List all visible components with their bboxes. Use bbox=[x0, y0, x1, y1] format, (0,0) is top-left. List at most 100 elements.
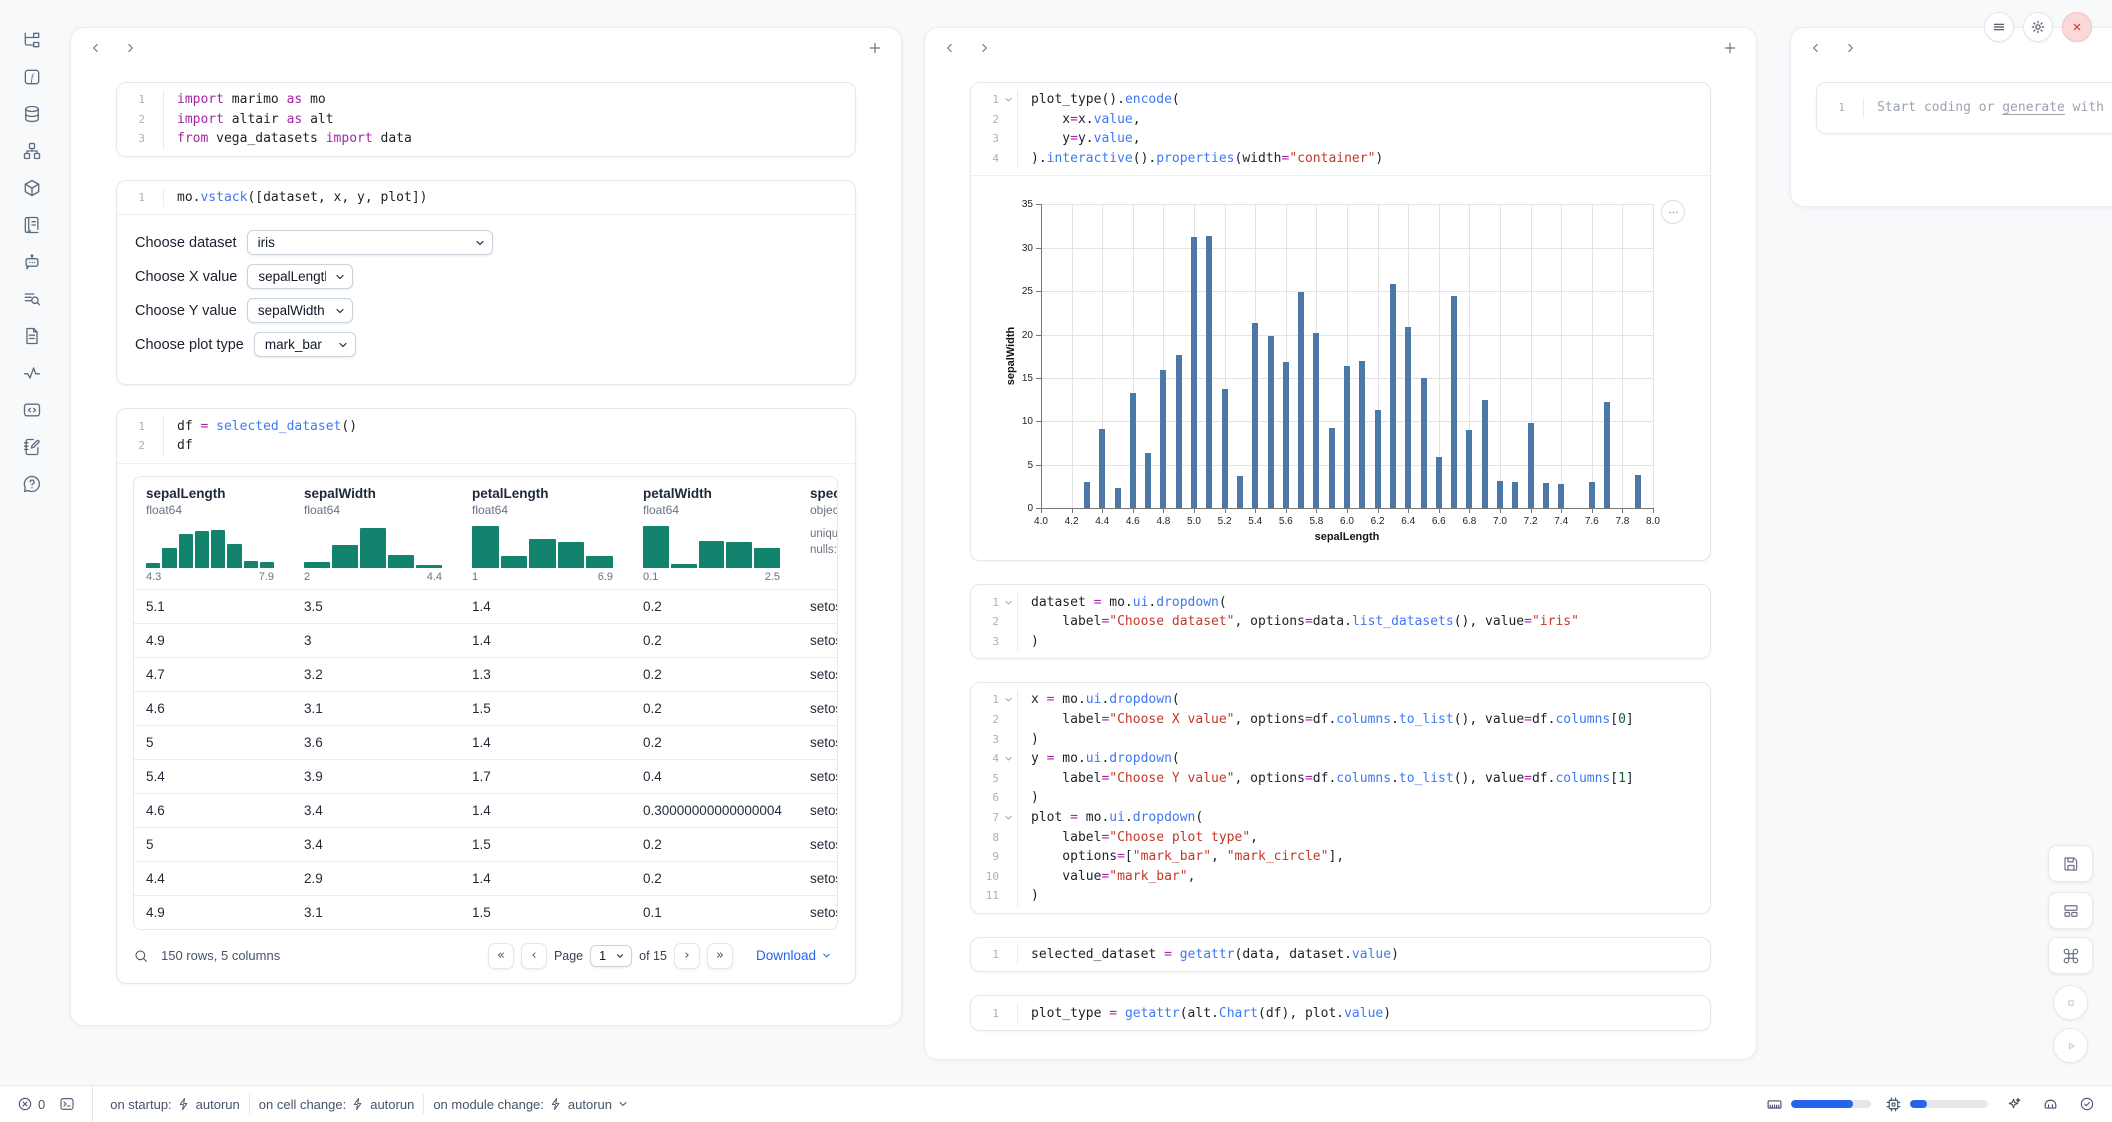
column-expand-right-button[interactable] bbox=[1843, 41, 1857, 55]
sidebar-datasources-button[interactable] bbox=[11, 98, 53, 130]
choose-y-value-select[interactable]: sepalWidth bbox=[246, 298, 353, 324]
fold-toggle[interactable] bbox=[999, 598, 1017, 607]
code-editor[interactable]: 1 dataset = mo.ui.dropdown(2 label="Choos… bbox=[971, 585, 1710, 658]
status-bar: 0 on startup: autorun on cell change: autor… bbox=[0, 1085, 2112, 1122]
y-tick-label: 30 bbox=[1021, 242, 1033, 254]
first-page-button[interactable]: « bbox=[487, 942, 514, 969]
copilot-button[interactable] bbox=[2039, 1096, 2062, 1113]
sidebar-help-button[interactable] bbox=[11, 468, 53, 500]
code-editor[interactable]: 1 plot_type().encode(2 x=x.value, 3 y=y.va… bbox=[971, 83, 1710, 175]
column-histogram bbox=[643, 524, 780, 568]
fold-toggle[interactable] bbox=[999, 695, 1017, 704]
stop-kernel-button[interactable] bbox=[2053, 985, 2088, 1020]
runtime-mode-on-module-change--button[interactable]: on module change: autorun bbox=[430, 1097, 632, 1112]
dropdown-row: Choose plot type mark_bar bbox=[135, 332, 837, 358]
line-number: 3 bbox=[992, 634, 999, 648]
add-cell-button[interactable] bbox=[867, 40, 883, 56]
y-tick-label: 15 bbox=[1021, 373, 1033, 385]
previous-page-button[interactable]: ‹ bbox=[520, 942, 547, 969]
notebook-column-2: 1 plot_type().encode(2 x=x.value, 3 y=y.va… bbox=[924, 27, 1757, 1060]
code-editor[interactable]: 1 selected_dataset = getattr(data, datase… bbox=[971, 938, 1710, 972]
bolt-icon bbox=[351, 1097, 365, 1111]
code-editor[interactable]: 1 import marimo as mo 2 import altair as al… bbox=[117, 83, 855, 156]
bar bbox=[1389, 284, 1396, 509]
settings-button[interactable] bbox=[2023, 12, 2053, 42]
column-collapse-left-button[interactable] bbox=[89, 41, 103, 55]
generate-with-ai-link[interactable]: generate bbox=[2002, 100, 2065, 116]
notebook-menu-button[interactable] bbox=[1984, 12, 2014, 42]
download-button[interactable]: Download bbox=[750, 947, 838, 964]
column-header[interactable]: speciesobjectunique:nulls: bbox=[798, 477, 837, 589]
altair-bar-chart[interactable]: 4.0 4.2 4.4 4.6 4.8 5.0 5.2 5.4 5.6 5.8 6.0 6.2 6.4 6… bbox=[997, 190, 1689, 544]
chart-actions-button[interactable] bbox=[1661, 200, 1685, 225]
fold-toggle[interactable] bbox=[999, 95, 1017, 104]
code-editor[interactable]: 1 df = selected_dataset() 2 df bbox=[117, 409, 855, 462]
sidebar-logs-button[interactable] bbox=[11, 283, 53, 315]
terminal-button[interactable] bbox=[56, 1096, 78, 1112]
sidebar-dependency-graph-button[interactable] bbox=[11, 135, 53, 167]
errors-indicator-button[interactable]: 0 bbox=[14, 1096, 48, 1112]
layout-select-button[interactable] bbox=[2048, 892, 2093, 929]
bolt-icon bbox=[549, 1097, 563, 1111]
next-page-button[interactable]: › bbox=[673, 942, 700, 969]
column-header[interactable]: petalLength float64 1 6.9 bbox=[472, 485, 613, 583]
connection-status-button[interactable] bbox=[2076, 1096, 2098, 1112]
ai-assistant-button[interactable] bbox=[2002, 1096, 2025, 1113]
sidebar-packages-button[interactable] bbox=[11, 172, 53, 204]
shutdown-button[interactable] bbox=[2062, 12, 2092, 42]
column-collapse-left-button[interactable] bbox=[943, 41, 957, 55]
runtime-mode-on-cell-change--button[interactable]: on cell change: autorun bbox=[256, 1097, 418, 1112]
choose-plot-type-select[interactable]: mark_bar bbox=[253, 332, 356, 358]
column-header[interactable]: sepalLength float64 4.3 7.9 bbox=[146, 485, 274, 583]
dropdown-label: Choose dataset bbox=[135, 234, 237, 251]
fold-toggle[interactable] bbox=[999, 754, 1017, 763]
x-tick-label: 6.4 bbox=[1401, 516, 1416, 528]
sidebar-tracing-button[interactable] bbox=[11, 357, 53, 389]
column-header[interactable]: petalWidth float64 0.1 2.5 bbox=[643, 485, 780, 583]
x-tick-label: 7.2 bbox=[1523, 516, 1538, 528]
command-palette-button[interactable] bbox=[2048, 937, 2093, 974]
table-search-button[interactable] bbox=[133, 948, 149, 964]
line-number: 2 bbox=[992, 713, 999, 727]
code-editor[interactable]: 1 mo.vstack([dataset, x, y, plot]) bbox=[117, 181, 855, 215]
run-all-button[interactable] bbox=[2053, 1028, 2088, 1063]
circle-x-icon bbox=[17, 1096, 33, 1112]
column-expand-right-button[interactable] bbox=[977, 41, 991, 55]
bar bbox=[1160, 370, 1167, 509]
column-histogram bbox=[146, 524, 274, 568]
x-tick-label: 5.2 bbox=[1217, 516, 1232, 528]
column-histogram bbox=[304, 524, 442, 568]
column-collapse-left-button[interactable] bbox=[1809, 41, 1823, 55]
sidebar-outline-button[interactable] bbox=[11, 320, 53, 352]
sidebar-snippets-button[interactable] bbox=[11, 394, 53, 426]
chevron-left-icon bbox=[1809, 41, 1823, 55]
page-select[interactable]: 1 bbox=[590, 944, 633, 967]
copilot-icon bbox=[2042, 1096, 2059, 1113]
column-header[interactable]: sepalWidth float64 2 4.4 bbox=[304, 485, 442, 583]
bar bbox=[1435, 457, 1442, 509]
sidebar-scratchpad-button[interactable] bbox=[11, 431, 53, 463]
choose-dataset-select[interactable]: iris bbox=[246, 230, 493, 256]
x-axis-title: sepalLength bbox=[1314, 531, 1380, 544]
code-editor[interactable]: 1 plot_type = getattr(alt.Chart(df), plot… bbox=[971, 996, 1710, 1030]
left-toolbar: f bbox=[0, 0, 64, 1086]
choose-x-value-select[interactable]: sepalLength bbox=[247, 264, 354, 290]
line-number: 2 bbox=[992, 112, 999, 126]
sidebar-ai-chat-button[interactable] bbox=[11, 246, 53, 278]
ram-usage bbox=[1766, 1096, 1871, 1113]
search-list-icon bbox=[22, 289, 42, 309]
chev-down-icon bbox=[821, 950, 832, 961]
column-expand-right-button[interactable] bbox=[123, 41, 137, 55]
fold-toggle[interactable] bbox=[999, 813, 1017, 822]
sidebar-file-explorer-button[interactable] bbox=[11, 24, 53, 56]
line-number: 3 bbox=[992, 132, 999, 146]
last-page-button[interactable]: » bbox=[706, 942, 733, 969]
add-cell-button[interactable] bbox=[1722, 40, 1738, 56]
sidebar-documentation-button[interactable] bbox=[11, 209, 53, 241]
save-notebook-button[interactable] bbox=[2048, 845, 2093, 882]
code-editor[interactable]: 1 Start coding or generate with bbox=[1817, 83, 2112, 133]
notebook-pen-icon bbox=[22, 437, 42, 457]
runtime-mode-on-startup--button[interactable]: on startup: autorun bbox=[107, 1097, 243, 1112]
sidebar-functions-button[interactable]: f bbox=[11, 61, 53, 93]
